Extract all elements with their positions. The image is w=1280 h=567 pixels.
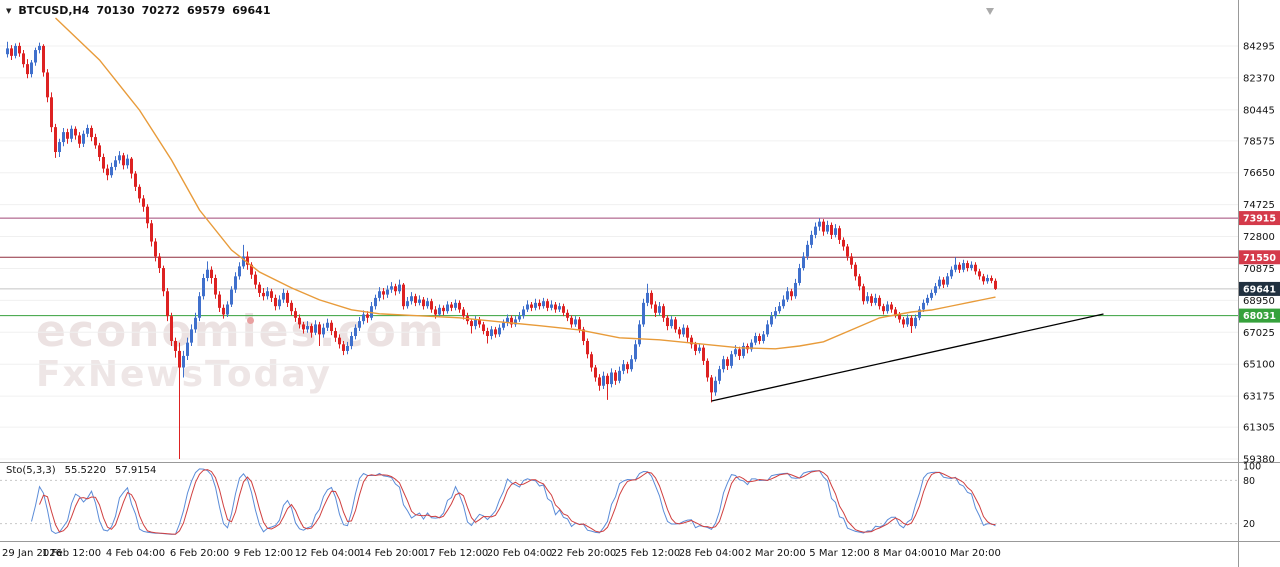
svg-text:9 Feb 12:00: 9 Feb 12:00	[234, 548, 293, 559]
quote-open: 70130	[96, 4, 135, 17]
svg-text:59380: 59380	[1243, 455, 1275, 466]
price-axis-badges: 73915 71550 69641 68031	[1239, 211, 1280, 323]
symbol-dropdown-icon[interactable]: ▼	[6, 6, 12, 15]
svg-text:67025: 67025	[1243, 328, 1275, 339]
svg-text:29 Jan 2026: 29 Jan 2026	[2, 548, 62, 559]
svg-text:71550: 71550	[1243, 253, 1276, 264]
ascending-trendline	[711, 313, 1104, 402]
chart-header: ▼ BTCUSD,H4 70130 70272 69579 69641	[6, 4, 271, 17]
symbol-timeframe-label: BTCUSD,H4	[18, 4, 90, 17]
chart-shift-marker	[986, 8, 994, 15]
svg-text:61305: 61305	[1243, 423, 1275, 434]
svg-text:5 Mar 12:00: 5 Mar 12:00	[809, 548, 869, 559]
svg-text:84295: 84295	[1243, 42, 1275, 53]
svg-text:74725: 74725	[1243, 200, 1275, 211]
svg-text:63175: 63175	[1243, 392, 1275, 403]
svg-text:20 Feb 04:00: 20 Feb 04:00	[487, 548, 553, 559]
svg-text:17 Feb 12:00: 17 Feb 12:00	[423, 548, 489, 559]
svg-text:4 Feb 04:00: 4 Feb 04:00	[106, 548, 165, 559]
stochastic-axis: 100 80 20	[1243, 462, 1261, 531]
svg-text:25 Feb 12:00: 25 Feb 12:00	[615, 548, 681, 559]
quote-close: 69641	[232, 4, 271, 17]
svg-text:100: 100	[1243, 462, 1261, 473]
indicator-main-value: 55.5220	[64, 465, 106, 476]
svg-text:8 Mar 04:00: 8 Mar 04:00	[873, 548, 933, 559]
svg-text:82370: 82370	[1243, 73, 1275, 84]
svg-text:72800: 72800	[1243, 232, 1275, 243]
svg-text:28 Feb 04:00: 28 Feb 04:00	[679, 548, 745, 559]
svg-text:80: 80	[1243, 476, 1255, 487]
svg-text:65100: 65100	[1243, 360, 1275, 371]
svg-text:76650: 76650	[1243, 168, 1275, 179]
svg-text:14 Feb 20:00: 14 Feb 20:00	[359, 548, 425, 559]
svg-text:78575: 78575	[1243, 136, 1275, 147]
svg-text:73915: 73915	[1243, 214, 1276, 225]
candles-layer	[6, 41, 997, 460]
svg-text:20: 20	[1243, 519, 1255, 530]
svg-text:2 Mar 20:00: 2 Mar 20:00	[745, 548, 805, 559]
indicator-name: Sto(5,3,3)	[6, 465, 56, 476]
indicator-label-row: Sto(5,3,3) 55.5220 57.9154	[6, 465, 156, 476]
svg-text:6 Feb 20:00: 6 Feb 20:00	[170, 548, 229, 559]
svg-text:68031: 68031	[1243, 311, 1276, 322]
svg-text:69641: 69641	[1243, 284, 1276, 295]
svg-text:80445: 80445	[1243, 105, 1275, 116]
stochastic-level-lines	[0, 479, 1238, 525]
indicator-signal-value: 57.9154	[115, 465, 157, 476]
grid-lines	[0, 45, 1238, 460]
svg-text:10 Mar 20:00: 10 Mar 20:00	[934, 548, 1001, 559]
moving-average-line	[55, 17, 996, 350]
svg-text:70875: 70875	[1243, 264, 1275, 275]
svg-text:68950: 68950	[1243, 296, 1275, 307]
quote-low: 69579	[186, 4, 226, 17]
stochastic-signal-line	[39, 469, 996, 535]
price-axis: 84295 82370 80445 78575 76650 74725 72800 70875…	[1243, 42, 1275, 466]
svg-text:1 Feb 12:00: 1 Feb 12:00	[42, 548, 101, 559]
quote-high: 70272	[141, 4, 180, 17]
horizontal-level-lines	[0, 217, 1238, 317]
svg-text:22 Feb 20:00: 22 Feb 20:00	[551, 548, 617, 559]
svg-text:12 Feb 04:00: 12 Feb 04:00	[295, 548, 361, 559]
